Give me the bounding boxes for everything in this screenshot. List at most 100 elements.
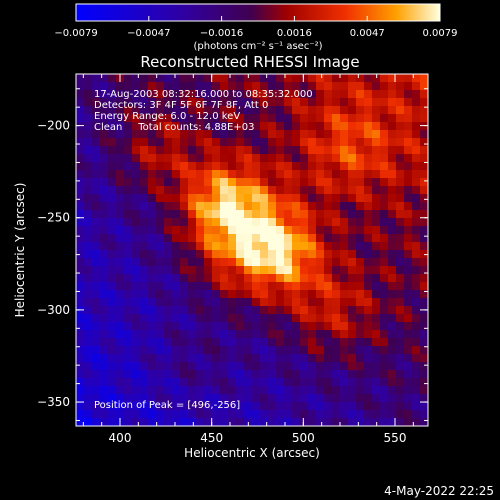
heatmap-cell xyxy=(84,322,93,331)
heatmap-cell xyxy=(284,386,293,395)
heatmap-cell xyxy=(292,306,301,315)
heatmap-cell xyxy=(92,218,101,227)
heatmap-cell xyxy=(100,90,109,99)
heatmap-cell xyxy=(412,330,421,339)
heatmap-cell xyxy=(108,386,117,395)
heatmap-cell xyxy=(332,354,341,363)
heatmap-cell xyxy=(324,322,333,331)
heatmap-cell xyxy=(92,346,101,355)
heatmap-cell xyxy=(284,194,293,203)
heatmap-cell xyxy=(332,306,341,315)
heatmap-cell xyxy=(132,194,141,203)
heatmap-cell xyxy=(372,74,381,83)
heatmap-cell xyxy=(420,242,429,251)
heatmap-cell xyxy=(244,210,253,219)
heatmap-cell xyxy=(196,298,205,307)
heatmap-cell xyxy=(132,82,141,91)
heatmap-cell xyxy=(404,338,413,347)
heatmap-cell xyxy=(100,82,109,91)
heatmap-cell xyxy=(228,394,237,403)
heatmap-cell xyxy=(76,218,85,227)
heatmap-cell xyxy=(100,170,109,179)
heatmap-cell xyxy=(92,378,101,387)
heatmap-cell xyxy=(92,258,101,267)
heatmap-cell xyxy=(348,82,357,91)
heatmap-cell xyxy=(340,154,349,163)
heatmap-cell xyxy=(204,186,213,195)
heatmap-cell xyxy=(132,226,141,235)
heatmap-cell xyxy=(348,354,357,363)
heatmap-cell xyxy=(84,74,93,83)
heatmap-cell xyxy=(388,170,397,179)
heatmap-cell xyxy=(212,162,221,171)
heatmap-cell xyxy=(156,418,165,427)
heatmap-cell xyxy=(84,234,93,243)
heatmap-cell xyxy=(228,210,237,219)
heatmap-cell xyxy=(420,122,429,131)
heatmap-cell xyxy=(324,418,333,427)
heatmap-cell xyxy=(180,98,189,107)
heatmap-cell xyxy=(228,130,237,139)
heatmap-cell xyxy=(340,330,349,339)
heatmap-cell xyxy=(268,258,277,267)
heatmap-cell xyxy=(76,274,85,283)
heatmap-cell xyxy=(420,402,429,411)
heatmap-cell xyxy=(236,362,245,371)
heatmap-cell xyxy=(180,282,189,291)
heatmap-cell xyxy=(252,218,261,227)
heatmap-cell xyxy=(92,418,101,427)
heatmap-cell xyxy=(132,138,141,147)
heatmap-cell xyxy=(236,266,245,275)
heatmap-cell xyxy=(324,290,333,299)
heatmap-cell xyxy=(244,234,253,243)
heatmap-cell xyxy=(268,202,277,211)
heatmap-cell xyxy=(388,218,397,227)
heatmap-cell xyxy=(204,170,213,179)
heatmap-cell xyxy=(124,314,133,323)
heatmap-cell xyxy=(244,370,253,379)
heatmap-cell xyxy=(364,210,373,219)
heatmap-cell xyxy=(228,266,237,275)
heatmap-cell xyxy=(420,202,429,211)
heatmap-cell xyxy=(148,402,157,411)
heatmap-cell xyxy=(404,242,413,251)
heatmap-cell xyxy=(188,274,197,283)
heatmap-cell xyxy=(300,394,309,403)
heatmap-cell xyxy=(172,314,181,323)
heatmap-cell xyxy=(204,258,213,267)
heatmap-cell xyxy=(244,314,253,323)
heatmap-cell xyxy=(172,130,181,139)
heatmap-cell xyxy=(380,74,389,83)
heatmap-cell xyxy=(276,98,285,107)
heatmap-cell xyxy=(148,306,157,315)
heatmap-cell xyxy=(148,378,157,387)
heatmap-cell xyxy=(180,170,189,179)
heatmap-cell xyxy=(356,386,365,395)
heatmap-cell xyxy=(324,386,333,395)
heatmap-cell xyxy=(236,98,245,107)
heatmap-cell xyxy=(332,314,341,323)
heatmap-cell xyxy=(228,402,237,411)
heatmap-cell xyxy=(332,410,341,419)
heatmap-cell xyxy=(348,402,357,411)
heatmap-cell xyxy=(372,130,381,139)
heatmap-cell xyxy=(76,226,85,235)
heatmap-cell xyxy=(420,218,429,227)
heatmap-cell xyxy=(236,258,245,267)
heatmap-cell xyxy=(276,354,285,363)
heatmap-cell xyxy=(356,370,365,379)
heatmap-cell xyxy=(252,386,261,395)
heatmap-cell xyxy=(260,122,269,131)
heatmap-cell xyxy=(164,266,173,275)
heatmap-cell xyxy=(220,178,229,187)
heatmap-cell xyxy=(172,210,181,219)
heatmap-cell xyxy=(124,386,133,395)
heatmap-cell xyxy=(236,410,245,419)
heatmap-cell xyxy=(244,194,253,203)
heatmap-cell xyxy=(292,322,301,331)
heatmap-cell xyxy=(284,178,293,187)
heatmap-cell xyxy=(356,362,365,371)
heatmap-cell xyxy=(316,74,325,83)
heatmap-cell xyxy=(180,226,189,235)
heatmap-cell xyxy=(92,146,101,155)
